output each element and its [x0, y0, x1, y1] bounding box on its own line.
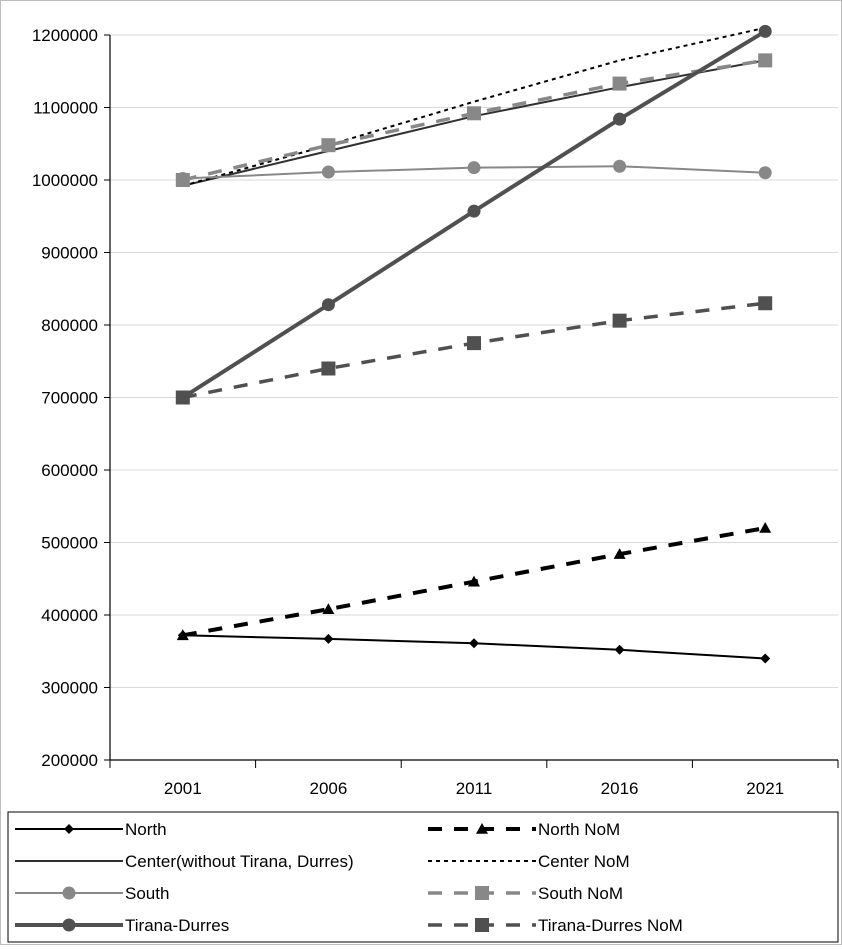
y-tick-label: 900000 [41, 244, 98, 263]
legend-marker [475, 886, 489, 900]
legend-label: South NoM [538, 884, 623, 903]
legend-label: South [125, 884, 169, 903]
legend-marker [62, 886, 76, 900]
data-point [176, 172, 190, 186]
data-point [467, 161, 481, 175]
data-point [467, 204, 481, 218]
data-point [322, 603, 335, 614]
legend-marker [476, 823, 488, 834]
x-tick-label: 2016 [601, 779, 639, 798]
data-point [758, 296, 773, 311]
data-point [758, 166, 772, 180]
legend-marker [475, 918, 489, 932]
y-tick-label: 1100000 [33, 99, 98, 118]
x-tick-label: 2006 [309, 779, 347, 798]
legend-marker [64, 824, 74, 834]
data-point [613, 112, 627, 126]
x-tick-label: 2001 [164, 779, 202, 798]
data-point [614, 644, 625, 655]
y-tick-label: 700000 [41, 389, 98, 408]
data-point [758, 24, 772, 38]
legend-label: Tirana-Durres NoM [538, 916, 683, 935]
y-tick-label: 500000 [41, 534, 98, 553]
data-point [468, 575, 480, 587]
series-line-center-nom [182, 26, 766, 187]
legend-label: North [125, 820, 167, 839]
y-tick-label: 400000 [41, 606, 98, 625]
axes: 200000 300000 400000 500000 600000 700000 8000… [32, 26, 839, 798]
legend-box [7, 811, 839, 943]
data-point [758, 53, 773, 68]
data-point [469, 638, 479, 649]
data-point [760, 653, 771, 664]
data-point [177, 630, 188, 641]
data-point [612, 313, 627, 328]
data-point [321, 298, 335, 312]
data-point [613, 159, 627, 173]
legend-label: Center NoM [538, 852, 630, 871]
data-point [176, 391, 190, 404]
y-tick-label: 800000 [41, 316, 98, 335]
x-tick-label: 2011 [456, 779, 493, 798]
legend-label: Center(without Tirana, Durres) [125, 852, 354, 871]
data-point [759, 522, 772, 533]
legend: North North NoM Center(without Tirana, Dur… [7, 811, 839, 943]
data-point [321, 165, 335, 179]
y-tick-label: 1000000 [32, 171, 98, 190]
data-point [613, 548, 626, 559]
y-tick-label: 300000 [41, 679, 98, 698]
data-point [467, 336, 481, 351]
y-tick-label: 600000 [41, 461, 98, 480]
legend-label: Tirana-Durres [125, 916, 229, 935]
data-point [321, 138, 336, 153]
legend-label: North NoM [538, 820, 620, 839]
series-markers [175, 24, 773, 664]
data-point [321, 361, 336, 376]
legend-marker [62, 918, 76, 932]
data-point [612, 76, 627, 91]
y-tick-label: 200000 [41, 751, 98, 770]
x-tick-label: 2021 [746, 779, 784, 798]
data-point [323, 633, 334, 644]
y-tick-label: 1200000 [32, 26, 98, 45]
data-point [467, 106, 481, 121]
